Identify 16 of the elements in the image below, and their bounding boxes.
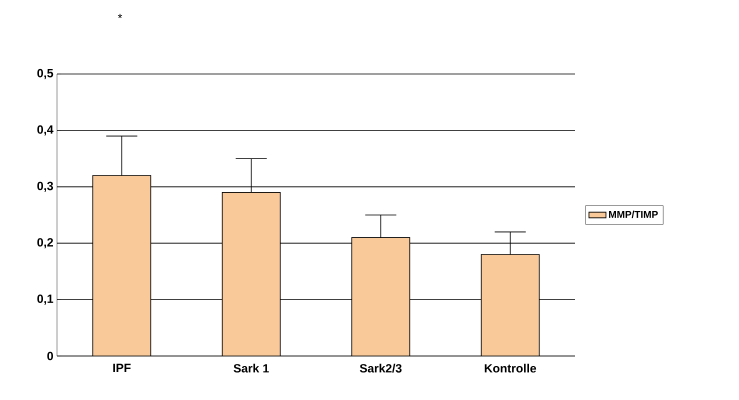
x-tick-label: Kontrolle	[484, 364, 536, 373]
y-tick-label: 0,4	[37, 125, 54, 136]
y-tick-label: 0,5	[37, 68, 54, 80]
y-tick-label: 0,2	[37, 238, 54, 248]
y-tick-label: 0,3	[37, 182, 54, 192]
bar	[222, 192, 281, 356]
text: *	[118, 14, 122, 18]
y-tick-label: 0	[47, 352, 53, 360]
bar	[351, 237, 410, 356]
x-tick-label: Sark2/3	[360, 364, 402, 373]
y-tick-label: 0,1	[37, 294, 54, 305]
x-tick-label: IPF	[113, 364, 131, 372]
legend-label: MMP/TIMP	[609, 210, 658, 218]
bar	[92, 175, 152, 356]
x-tick-label: Sark 1	[234, 364, 269, 373]
bar	[480, 254, 540, 356]
